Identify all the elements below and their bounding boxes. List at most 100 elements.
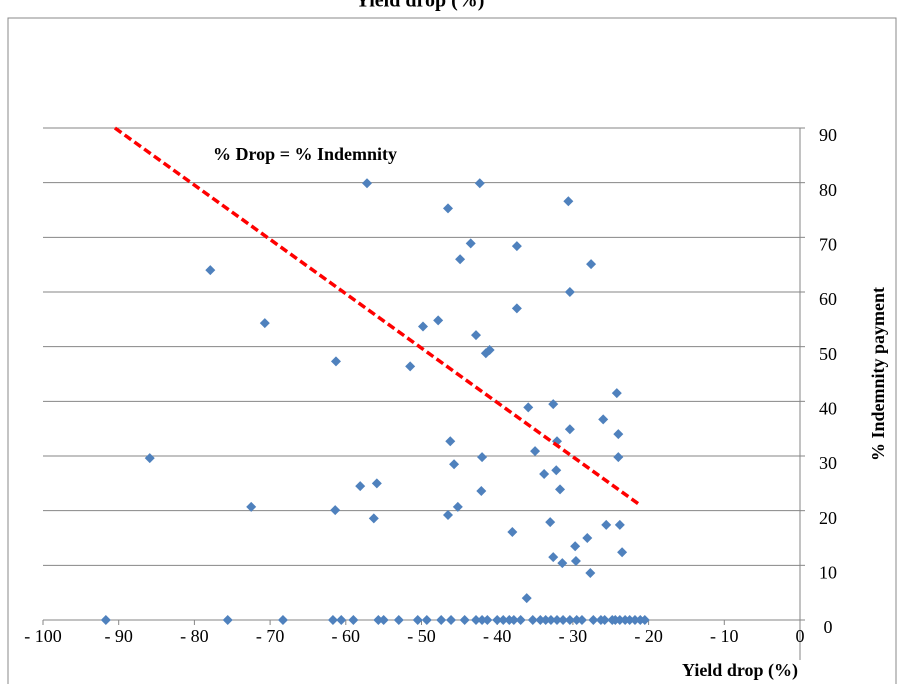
point [442, 510, 453, 521]
point [535, 615, 546, 625]
point [564, 287, 575, 297]
point [571, 615, 582, 625]
point [613, 429, 624, 440]
point [613, 452, 624, 463]
x-tick-label: - 20 [634, 626, 663, 646]
point [601, 519, 612, 530]
point [588, 615, 599, 625]
point [442, 203, 453, 214]
point [545, 517, 556, 528]
x-tick-label: - 10 [710, 626, 739, 646]
point [614, 519, 625, 530]
point [459, 615, 470, 625]
point [564, 615, 575, 625]
point [482, 615, 493, 625]
point [551, 465, 562, 476]
x-tick-label: - 100 [24, 626, 62, 646]
point [336, 615, 347, 625]
point [539, 469, 550, 480]
point [446, 615, 457, 625]
x-axis-title: Yield drop (%) [682, 660, 798, 681]
point [570, 541, 581, 552]
y-tick-label: 90 [819, 125, 837, 145]
point [564, 424, 575, 435]
point [523, 402, 534, 413]
point [548, 552, 559, 563]
x-tick-label: - 70 [256, 626, 285, 646]
point [629, 615, 640, 625]
point [507, 526, 518, 537]
point [421, 615, 432, 625]
x-tick-label: - 80 [180, 626, 209, 646]
point [378, 615, 389, 625]
point [511, 241, 522, 252]
point [355, 481, 366, 492]
point [521, 593, 532, 604]
point [100, 615, 111, 625]
point [617, 547, 628, 558]
point [412, 615, 423, 625]
y-tick-label: 60 [819, 289, 837, 309]
chart-title: Yield drop (%) [356, 0, 485, 12]
point [624, 615, 635, 625]
point [418, 321, 429, 332]
point [361, 178, 372, 189]
point [330, 356, 341, 367]
point [511, 303, 522, 314]
point [445, 436, 456, 447]
point [433, 315, 444, 326]
y-tick-label: 10 [819, 562, 837, 582]
point [449, 459, 460, 470]
x-tick-label: - 60 [332, 626, 361, 646]
point [471, 615, 482, 625]
point [548, 399, 559, 410]
point [540, 615, 551, 625]
point [393, 615, 404, 625]
x-tick-label: - 40 [483, 626, 512, 646]
point [639, 615, 650, 625]
point [471, 330, 482, 341]
point [492, 615, 503, 625]
y-tick-label: 70 [819, 234, 837, 254]
point [530, 446, 541, 457]
point [508, 615, 519, 625]
point [371, 478, 382, 489]
point [563, 196, 574, 207]
point [484, 344, 495, 355]
point [586, 259, 597, 270]
point [614, 615, 625, 625]
point [557, 558, 568, 569]
x-tick-label: - 50 [407, 626, 436, 646]
y-tick-label: 0 [824, 617, 833, 637]
point [205, 265, 216, 276]
y-tick-label: 80 [819, 180, 837, 200]
point [455, 254, 466, 265]
chart-border [7, 17, 897, 689]
point [246, 501, 257, 512]
annotation: % Drop = % Indemnity [213, 144, 397, 164]
point [527, 615, 538, 625]
point [558, 615, 569, 625]
point [477, 452, 488, 463]
point [599, 615, 610, 625]
point [373, 615, 384, 625]
x-tick-label: - 90 [104, 626, 133, 646]
point [405, 361, 416, 372]
point [476, 485, 487, 496]
point [144, 453, 155, 464]
y-tick-label: 50 [819, 344, 837, 364]
x-tick-label: - 30 [559, 626, 588, 646]
y-axis-title: % Indemnity payment [868, 287, 888, 461]
point [582, 533, 593, 543]
y-tick-label: 20 [819, 508, 837, 528]
point [585, 567, 596, 578]
point [545, 615, 556, 625]
point [277, 615, 288, 625]
point [452, 501, 463, 512]
point [465, 238, 476, 249]
line [113, 126, 642, 507]
x-tick-label: 0 [796, 626, 805, 646]
point [222, 615, 233, 625]
y-tick-label: 30 [819, 453, 837, 473]
